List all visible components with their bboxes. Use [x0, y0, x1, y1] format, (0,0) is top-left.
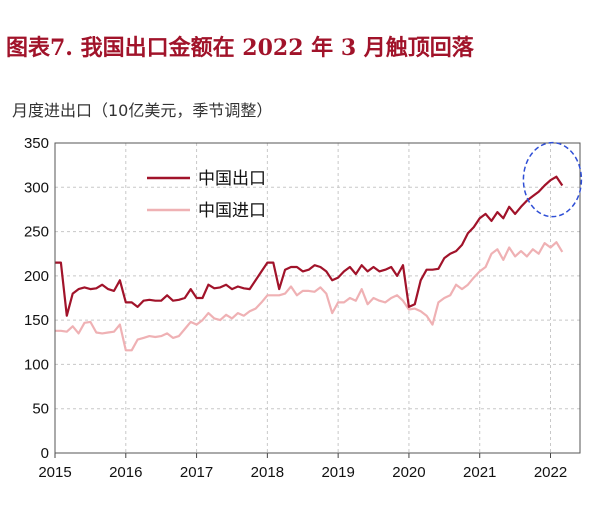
y-tick-label: 300	[24, 179, 49, 196]
chart-annotations	[522, 141, 583, 218]
x-tick-label: 2015	[38, 464, 71, 481]
y-tick-label: 350	[24, 135, 49, 152]
chart-axes	[54, 142, 581, 458]
x-tick-label: 2021	[463, 464, 496, 481]
legend-label: 中国出口	[198, 169, 266, 189]
x-tick-label: 2020	[392, 464, 425, 481]
peak-highlight-ellipse	[522, 141, 583, 218]
y-tick-label: 200	[24, 268, 49, 285]
chart-ticks: 0 50 100 150 200 250 300 350 2015 2016 2017 2018 201…	[24, 135, 567, 481]
x-tick-label: 2016	[109, 464, 142, 481]
y-tick-label: 150	[24, 312, 49, 329]
y-tick-label: 100	[24, 356, 49, 373]
plot-frame	[54, 142, 581, 454]
y-tick-label: 0	[41, 445, 49, 462]
chart-grid	[55, 142, 580, 453]
x-tick-label: 2019	[321, 464, 354, 481]
x-tick-label: 2017	[180, 464, 213, 481]
figure-title: 图表7. 我国出口金额在 2022 年 3 月触顶回落	[6, 35, 474, 61]
y-tick-label: 250	[24, 224, 49, 241]
legend-label: 中国进口	[198, 201, 266, 221]
y-tick-label: 50	[32, 401, 49, 418]
x-tick-label: 2018	[251, 464, 284, 481]
series-line-imports	[55, 241, 564, 352]
y-axis-unit-label: 月度进出口（10亿美元，季节调整）	[12, 101, 273, 120]
chart-series	[55, 175, 564, 352]
series-line-exports	[55, 175, 564, 317]
x-tick-label: 2022	[534, 464, 567, 481]
